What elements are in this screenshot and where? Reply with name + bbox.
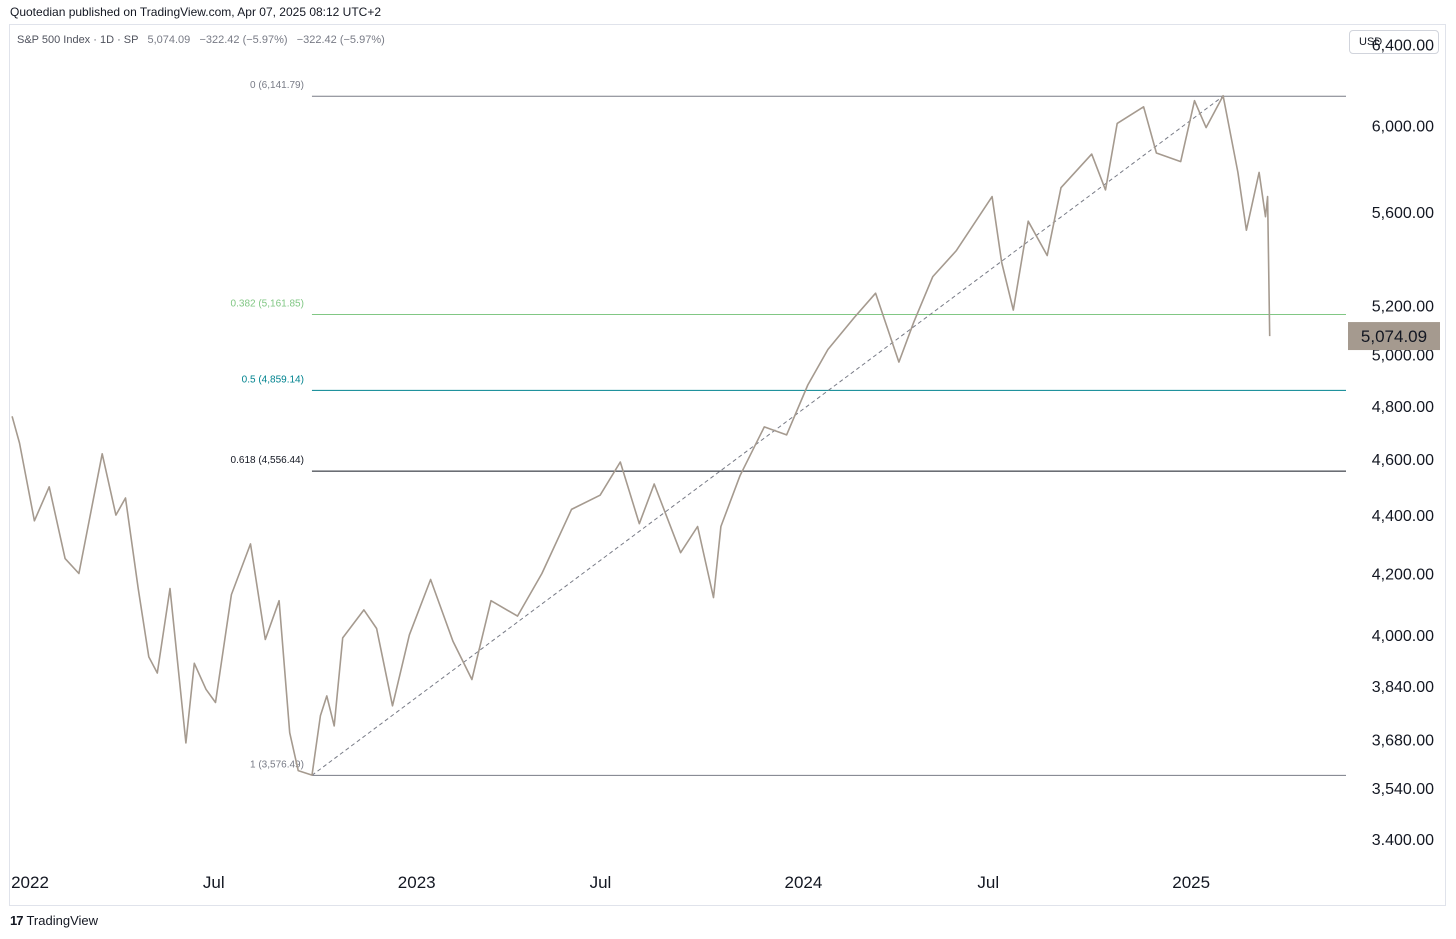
price-change-2: −322.42 (−5.97%): [296, 34, 385, 46]
time-tick-label: 2023: [398, 873, 436, 892]
price-tick-label: 4,200.00: [1372, 566, 1434, 583]
time-tick-label: Jul: [203, 873, 225, 892]
fib-level-label: 0.382 (5,161.85): [231, 298, 304, 309]
last-price-badge-label: 5,074.09: [1361, 327, 1427, 346]
price-tick-label: 5,000.00: [1372, 348, 1434, 365]
fib-retracement[interactable]: 0 (6,141.79) 0.382 (5,161.85) 0.5 (4,859.1…: [231, 80, 1346, 776]
price-axis[interactable]: 3.400.00 3,540.00 3,680.00 3,840.00 4,000.00…: [1372, 37, 1434, 848]
price-tick-label: 4,600.00: [1372, 452, 1434, 469]
price-tick-label: 5,200.00: [1372, 298, 1434, 315]
chart-frame: [9, 24, 1446, 906]
time-tick-label: 2022: [11, 873, 49, 892]
fib-level-label: 0.618 (4,556.44): [231, 455, 304, 466]
currency-button[interactable]: USD: [1349, 30, 1439, 54]
price-tick-label: 4,400.00: [1372, 508, 1434, 525]
tradingview-logo-icon: 17: [10, 913, 24, 928]
publish-info: Quotedian published on TradingView.com, …: [10, 5, 382, 19]
time-tick-label: 2024: [785, 873, 823, 892]
price-tick-label: 3,680.00: [1372, 732, 1434, 749]
symbol-legend[interactable]: S&P 500 Index · 1D · SP 5,074.09 −322.42…: [17, 34, 385, 46]
price-tick-label: 3.400.00: [1372, 832, 1434, 849]
brand-label: TradingView: [26, 913, 99, 928]
price-tick-label: 6,000.00: [1372, 119, 1434, 136]
fib-level-label: 1 (3,576.49): [250, 759, 304, 770]
price-tick-label: 4,800.00: [1372, 399, 1434, 416]
price-line: [11, 94, 1271, 776]
last-price: 5,074.09: [147, 34, 191, 46]
fib-level-label: 0 (6,141.79): [250, 80, 304, 91]
time-tick-label: Jul: [977, 873, 999, 892]
last-price-badge-bg: [1348, 322, 1440, 351]
price-tick-label: 4,000.00: [1372, 628, 1434, 645]
symbol-name: S&P 500 Index · 1D · SP: [17, 34, 139, 46]
price-series: [11, 94, 1271, 776]
time-axis[interactable]: 2022 Jul 2023 Jul 2024 Jul 2025: [11, 873, 1210, 892]
price-tick-label: 3,540.00: [1372, 781, 1434, 798]
fib-level-label: 0.5 (4,859.14): [242, 374, 304, 385]
fib-trend-line: [311, 95, 1224, 776]
price-tick-label: 5,600.00: [1372, 205, 1434, 222]
price-tick-label: 6,400.00: [1372, 37, 1434, 54]
fib-trend-line[interactable]: [311, 95, 1224, 776]
time-tick-label: 2025: [1172, 873, 1210, 892]
time-tick-label: Jul: [590, 873, 612, 892]
price-change: −322.42 (−5.97%): [199, 34, 288, 46]
tradingview-brand[interactable]: 17 TradingView: [10, 913, 98, 928]
price-tick-label: 3,840.00: [1372, 679, 1434, 696]
last-price-badge: 5,074.09: [1348, 322, 1440, 351]
